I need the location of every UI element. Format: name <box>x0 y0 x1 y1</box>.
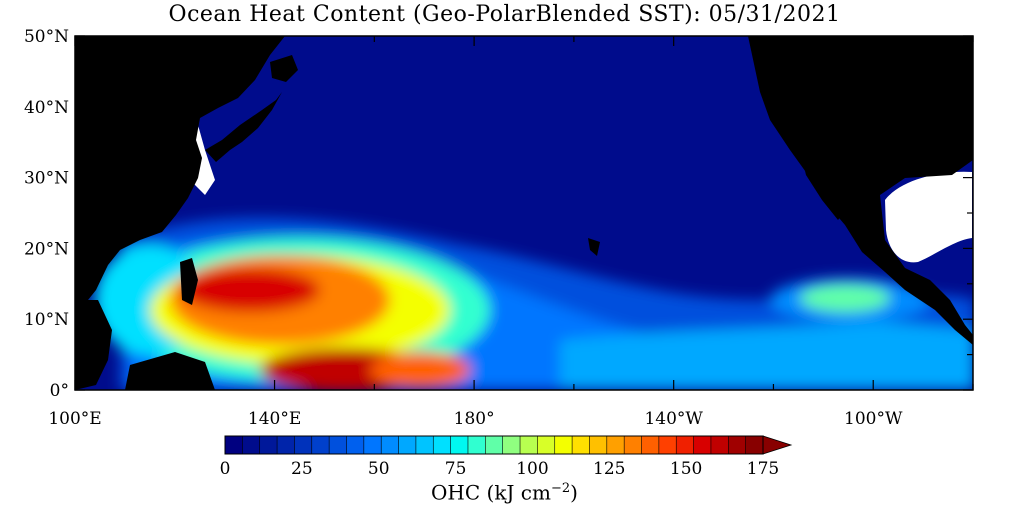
land-hokkaido <box>270 55 298 82</box>
colorbar-swatch <box>727 435 747 455</box>
colorbar-title-close: ) <box>570 480 578 505</box>
colorbar-swatch <box>398 435 417 455</box>
colorbar-tick-label: 175 <box>747 459 779 479</box>
y-tick-label: 40°N <box>24 98 69 118</box>
land-korea-japan <box>205 92 282 162</box>
ohc-hotspot-north <box>180 268 320 312</box>
colorbar-swatch <box>606 435 625 455</box>
colorbar-swatch <box>693 435 712 455</box>
x-tick-label: 140°W <box>644 409 703 429</box>
x-tick-label: 180° <box>454 409 495 429</box>
missing-gulf-of-california <box>885 171 972 263</box>
colorbar-swatch <box>710 435 730 455</box>
colorbar-title-exp: −2 <box>550 481 571 496</box>
land-baja <box>800 150 842 220</box>
x-tick-label: 100°E <box>48 409 101 429</box>
land-borneo <box>125 352 215 390</box>
colorbar-swatch <box>467 435 487 455</box>
land-north-america <box>748 36 973 345</box>
colorbar-swatch <box>242 435 261 455</box>
land-indochina <box>75 300 112 390</box>
colorbar-tick-label: 75 <box>445 459 467 479</box>
colorbar-swatch <box>259 435 278 455</box>
colorbar-overflow-arrow <box>762 435 793 455</box>
colorbar-swatch <box>224 435 244 455</box>
y-tick-label: 10°N <box>24 310 69 330</box>
axis-ticks <box>74 35 974 391</box>
colorbar-labels: 0 25 50 75 100 125 150 175 <box>220 459 780 479</box>
x-tick-label: 100°W <box>844 409 903 429</box>
y-axis-labels: 0° 10°N 20°N 30°N 40°N 50°N <box>24 27 69 401</box>
colorbar-swatch <box>519 435 539 455</box>
colorbar-title: OHC (kJ cm−2) <box>0 477 1009 505</box>
colorbar-swatch <box>380 435 400 455</box>
y-tick-label: 0° <box>50 381 69 401</box>
colorbar-swatch <box>571 435 591 455</box>
colorbar-swatch <box>623 435 643 455</box>
ohc-field <box>95 217 973 390</box>
colorbar-tick-label: 50 <box>368 459 390 479</box>
y-tick-label: 50°N <box>24 27 69 47</box>
land-asia <box>75 36 285 300</box>
colorbar-swatch <box>745 435 764 455</box>
colorbar <box>224 435 793 455</box>
map-title: Ocean Heat Content (Geo-PolarBlended SST… <box>168 2 841 27</box>
colorbar-tick-label: 0 <box>220 459 231 479</box>
ohc-band-east <box>560 322 973 390</box>
colorbar-swatch <box>363 435 382 455</box>
colorbar-swatch <box>485 435 504 455</box>
colorbar-swatch <box>346 435 365 455</box>
colorbar-tick-label: 150 <box>670 459 702 479</box>
ohc-hotspot-south-orange <box>370 352 470 388</box>
colorbar-swatch <box>554 435 573 455</box>
colorbar-swatch <box>432 435 452 455</box>
y-tick-label: 20°N <box>24 239 69 259</box>
colorbar-swatch <box>450 435 469 455</box>
colorbar-swatch <box>658 435 678 455</box>
colorbar-swatch <box>589 435 608 455</box>
colorbar-tick-label: 125 <box>593 459 625 479</box>
x-axis-labels: 100°E 140°E 180° 140°W 100°W <box>48 409 903 429</box>
x-tick-label: 140°E <box>248 409 301 429</box>
land <box>75 36 973 390</box>
y-tick-label: 30°N <box>24 169 69 189</box>
colorbar-tick-label: 100 <box>516 459 548 479</box>
ohc-east-pool-cyan <box>800 284 890 312</box>
map-plot-area <box>75 36 973 390</box>
colorbar-swatch <box>415 435 435 455</box>
colorbar-swatch <box>328 435 348 455</box>
land-philippines <box>180 258 198 305</box>
colorbar-swatch <box>294 435 313 455</box>
colorbar-swatch <box>276 435 296 455</box>
colorbar-swatch <box>502 435 521 455</box>
colorbar-tick-label: 25 <box>291 459 313 479</box>
colorbar-frame <box>224 435 764 455</box>
colorbar-swatch <box>537 435 556 455</box>
colorbar-swatch <box>641 435 660 455</box>
land-hawaii <box>588 238 600 256</box>
colorbar-title-main: OHC (kJ cm <box>431 480 551 505</box>
colorbar-swatch <box>311 435 330 455</box>
colorbar-swatch <box>675 435 695 455</box>
